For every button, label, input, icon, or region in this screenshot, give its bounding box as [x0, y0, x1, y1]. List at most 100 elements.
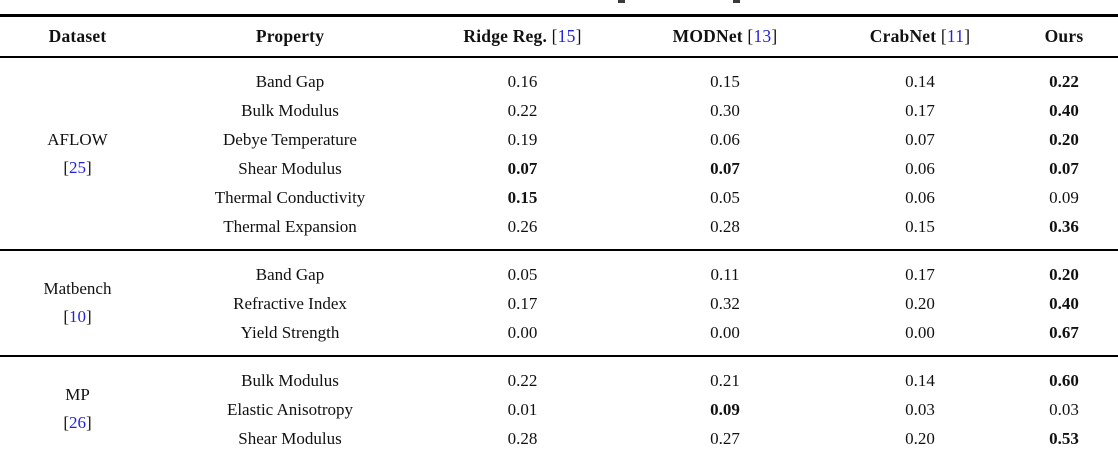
dataset-citation: [10]: [0, 303, 155, 331]
column-header-ours: Ours: [1010, 16, 1118, 58]
table-row: AFLOW [25] Band Gap 0.16 0.15 0.14 0.22: [0, 57, 1118, 177]
value-cell-crabnet: 0.00: [905, 322, 935, 342]
citation-bracket: [: [63, 307, 69, 326]
property-cell: Thermal Expansion: [223, 216, 357, 236]
value-cell-ridge: 0.28: [507, 428, 538, 448]
citation-bracket: ]: [86, 413, 92, 432]
dataset-citation: [25]: [0, 154, 155, 182]
citation-bracket: ]: [575, 26, 582, 46]
value-cell-ours: 0.20: [1049, 264, 1079, 284]
dataset-name: AFLOW: [47, 129, 108, 149]
value-cell-modnet: 0.09: [710, 399, 740, 419]
citation-bracket: [: [940, 26, 947, 46]
value-cell-crabnet: 0.17: [905, 264, 935, 284]
value-cell-ridge: 0.07: [507, 158, 538, 178]
citation-bracket: [: [63, 413, 69, 432]
dataset-name: MP: [65, 385, 90, 404]
citation-bracket: ]: [86, 307, 92, 326]
citation-link[interactable]: [26]: [63, 413, 91, 432]
value-cell-modnet: 0.28: [710, 216, 740, 236]
value-cell-modnet: 0.15: [710, 71, 740, 91]
table-row: Elastic Anisotropy 0.01 0.09 0.03 0.03: [0, 395, 1118, 424]
table-row: Matbench [10] Band Gap 0.05 0.11 0.17 0.20: [0, 250, 1118, 327]
value-cell-crabnet: 0.17: [905, 100, 935, 120]
value-cell-ridge: 0.26: [507, 216, 538, 236]
table-header: Dataset Property Ridge Reg. [15] MODNet [13…: [0, 15, 1118, 58]
table-row: Bulk Modulus 0.22 0.30 0.17 0.40: [0, 96, 1118, 125]
table-row: MP [26] Bulk Modulus 0.22 0.21 0.14 0.60: [0, 356, 1118, 433]
dataset-cell-aflow: AFLOW [25]: [0, 57, 155, 250]
value-cell-crabnet: 0.06: [905, 187, 935, 207]
citation-number[interactable]: 26: [69, 413, 86, 432]
citation-number[interactable]: 13: [753, 26, 772, 46]
citation-number[interactable]: 15: [557, 26, 576, 46]
value-cell-ours: 0.53: [1049, 428, 1079, 448]
citation-number[interactable]: 11: [946, 26, 965, 46]
value-cell-crabnet: 0.03: [905, 399, 935, 419]
column-header-crabnet: CrabNet [11]: [830, 16, 1010, 58]
dataset-cell-mp: MP [26]: [0, 356, 155, 455]
table-row: Debye Temperature 0.19 0.06 0.07 0.20: [0, 125, 1118, 154]
header-row: Dataset Property Ridge Reg. [15] MODNet [13…: [0, 15, 1118, 58]
property-cell: Thermal Conductivity: [214, 187, 366, 207]
value-cell-ridge: 0.05: [507, 264, 538, 284]
citation-bracket: ]: [771, 26, 778, 46]
column-header-label: Ridge Reg.: [463, 26, 548, 46]
property-cell: Band Gap: [255, 71, 325, 91]
dataset-citation: [26]: [0, 409, 155, 437]
value-cell-modnet: 0.27: [710, 428, 740, 448]
value-cell-modnet: 0.11: [710, 264, 740, 284]
table-row: Refractive Index 0.17 0.32 0.20 0.40: [0, 289, 1118, 318]
table-row: Shear Modulus 0.07 0.07 0.06 0.07: [0, 154, 1118, 183]
value-cell-ridge: 0.16: [507, 71, 538, 91]
property-cell: Elastic Anisotropy: [226, 399, 354, 419]
dataset-group-mp: MP [26] Bulk Modulus 0.22 0.21 0.14 0.60 Elasti…: [0, 356, 1118, 455]
property-cell: Band Gap: [255, 264, 325, 284]
value-cell-ridge: 0.22: [507, 100, 538, 120]
citation-link[interactable]: [10]: [63, 307, 91, 326]
column-header-dataset: Dataset: [0, 16, 155, 58]
value-cell-crabnet: 0.14: [905, 370, 935, 390]
citation-link[interactable]: [25]: [63, 158, 91, 177]
citation-number[interactable]: 25: [69, 157, 86, 177]
column-header-label: Ours: [1044, 26, 1084, 46]
column-header-label: Property: [255, 26, 325, 46]
property-cell: Bulk Modulus: [241, 100, 339, 120]
value-cell-modnet: 0.32: [710, 293, 740, 313]
value-cell-ours: 0.40: [1049, 100, 1079, 120]
dataset-group-matbench: Matbench [10] Band Gap 0.05 0.11 0.17 0.20 Refr…: [0, 250, 1118, 356]
value-cell-crabnet: 0.20: [905, 293, 935, 313]
cutoff-caption-descender: [733, 0, 740, 3]
value-cell-ours: 0.36: [1049, 216, 1079, 236]
citation-bracket: ]: [86, 157, 92, 177]
results-table: Dataset Property Ridge Reg. [15] MODNet [13…: [0, 14, 1118, 455]
value-cell-crabnet: 0.07: [905, 129, 935, 149]
dataset-name: Matbench: [43, 279, 112, 298]
column-header-label: MODNet: [672, 26, 743, 46]
value-cell-ridge: 0.19: [507, 129, 538, 149]
property-cell: Yield Strength: [240, 322, 340, 342]
value-cell-ours: 0.60: [1049, 370, 1079, 390]
table-row: Thermal Conductivity 0.15 0.05 0.06 0.09: [0, 183, 1118, 212]
value-cell-ours: 0.03: [1049, 399, 1079, 419]
value-cell-modnet: 0.30: [710, 100, 740, 120]
cutoff-caption-descender: [618, 0, 625, 3]
property-cell: Shear Modulus: [238, 158, 342, 178]
citation-number[interactable]: 10: [69, 307, 86, 326]
value-cell-ridge: 0.22: [507, 370, 538, 390]
value-cell-modnet: 0.21: [710, 370, 740, 390]
citation-bracket: ]: [964, 26, 971, 46]
column-header-ridge: Ridge Reg. [15]: [425, 16, 620, 58]
value-cell-ours: 0.20: [1049, 129, 1079, 149]
citation-bracket: [: [551, 26, 558, 46]
citation-link[interactable]: [11]: [941, 26, 970, 46]
value-cell-crabnet: 0.20: [905, 428, 935, 448]
property-cell: Debye Temperature: [223, 129, 357, 149]
value-cell-ours: 0.67: [1049, 322, 1079, 342]
property-cell: Refractive Index: [233, 293, 347, 313]
citation-link[interactable]: [15]: [552, 26, 582, 46]
value-cell-ours: 0.22: [1049, 71, 1079, 91]
value-cell-ours: 0.09: [1049, 187, 1079, 207]
citation-link[interactable]: [13]: [747, 26, 777, 46]
value-cell-crabnet: 0.15: [905, 216, 935, 236]
